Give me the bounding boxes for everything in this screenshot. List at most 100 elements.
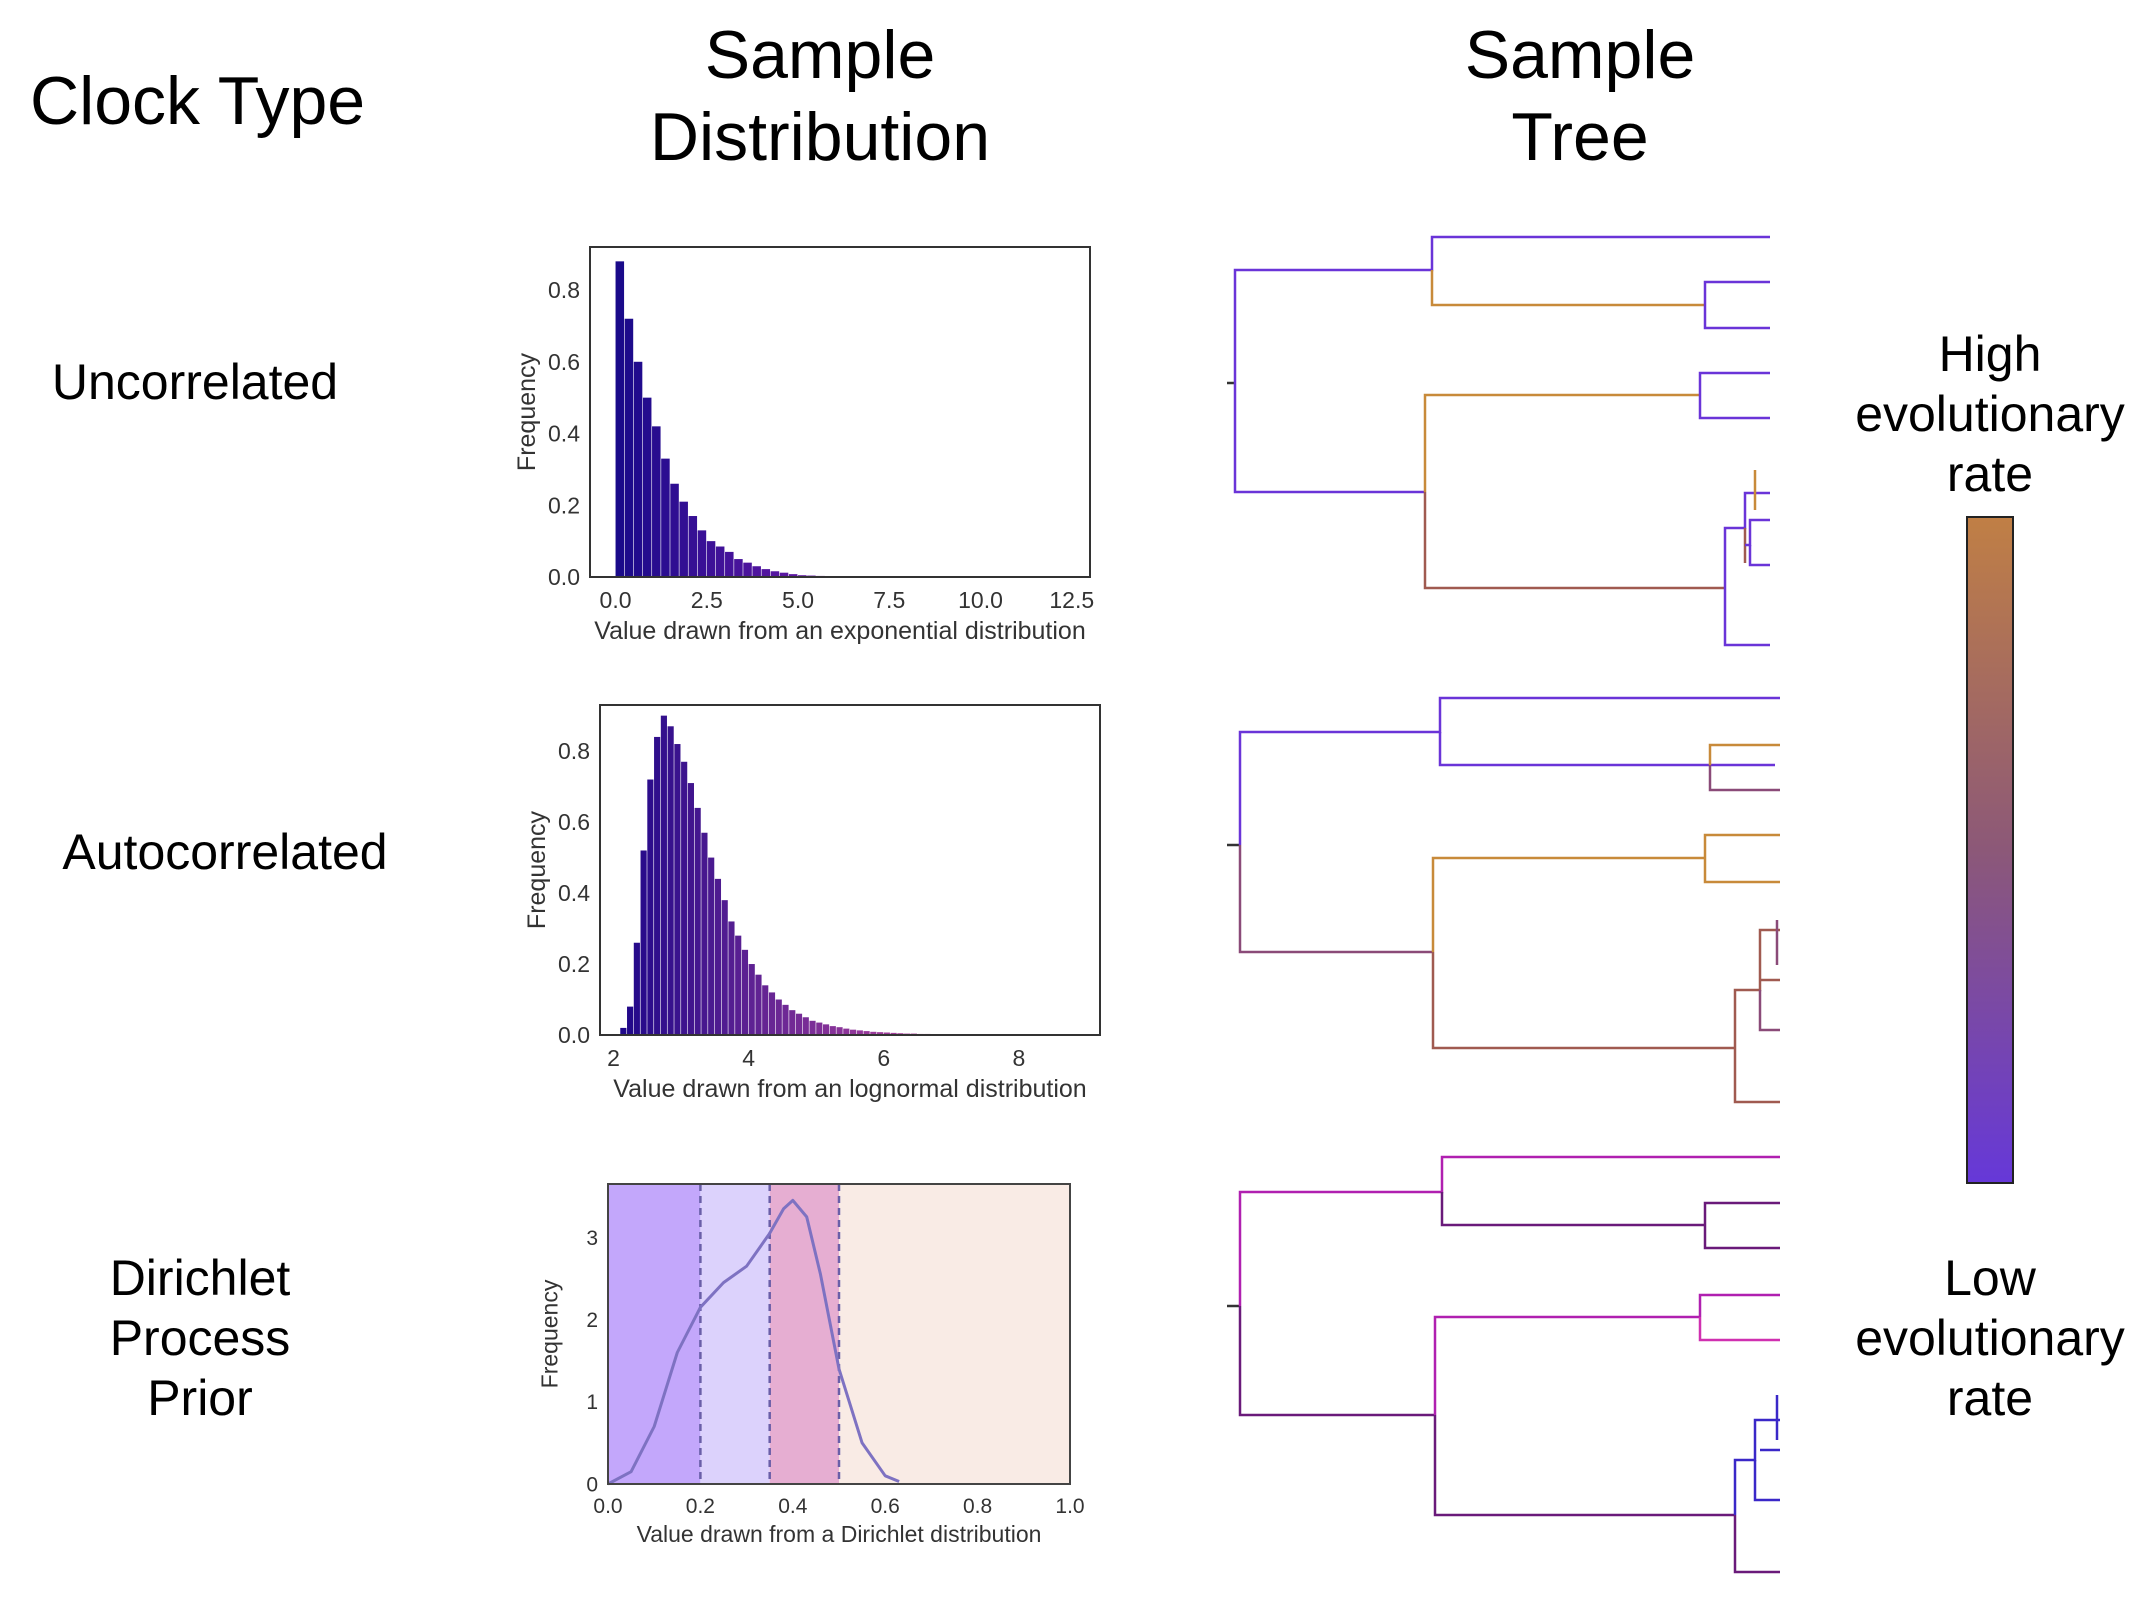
- high-rate-label-line1: High: [1938, 326, 2042, 382]
- exponential-histogram-chart: 0.0 2.5 5.0 7.5 10.0 12.5 0.0 0.2 0.4 0.6 0.8 Value…: [513, 246, 1094, 645]
- tree-branch: [1758, 990, 1780, 1032]
- histogram-bar: [735, 935, 742, 1035]
- histogram-bar: [743, 562, 752, 577]
- cluster-region: [839, 1184, 1070, 1484]
- x-axis-label: Value drawn from an exponential distribu…: [594, 617, 1086, 645]
- tree-branch: [1733, 1515, 1780, 1574]
- histogram-bar: [640, 850, 647, 1035]
- tree-branch: [1238, 1306, 1435, 1417]
- histogram-bar: [850, 1029, 857, 1035]
- histogram-bar: [652, 426, 661, 577]
- y-tick-label: 0.2: [558, 951, 590, 977]
- dirichlet-density-chart: 0.0 0.2 0.4 0.6 0.8 1.0 0 1 2 3 Value drawn from a…: [540, 1183, 1085, 1547]
- tree-branch: [1433, 1315, 1700, 1415]
- sample-tree-header: Sample Tree: [1330, 14, 1830, 178]
- sample-tree-dirichlet: [1227, 1155, 1780, 1574]
- density-curve: [607, 1198, 900, 1486]
- x-tick-label: 0.6: [871, 1495, 900, 1518]
- low-rate-label: Low evolutionary rate: [1840, 1248, 2133, 1428]
- tree-branch: [1698, 1293, 1780, 1317]
- histogram-bar: [725, 551, 734, 577]
- histogram-bar: [752, 566, 761, 577]
- histogram-bar: [714, 878, 722, 1035]
- plot-frame: [607, 1183, 1071, 1485]
- sample-tree-header-line2: Tree: [1511, 99, 1649, 175]
- histogram-bar: [755, 974, 762, 1035]
- tree-branch: [1703, 280, 1770, 305]
- y-tick-label: 3: [586, 1227, 598, 1250]
- row-label-uncorrelated: Uncorrelated: [51, 354, 339, 410]
- histogram-bar: [775, 999, 782, 1035]
- histogram-bar: [701, 832, 708, 1035]
- tree-branch: [1440, 1192, 1705, 1227]
- histogram-bar: [788, 574, 798, 577]
- histogram-bar: [642, 397, 652, 577]
- y-tick-label: 2: [586, 1309, 598, 1332]
- histogram-bar: [836, 1027, 843, 1035]
- low-rate-label-line3: rate: [1946, 1370, 2034, 1426]
- histogram-bar: [829, 1026, 836, 1035]
- x-tick-label: 7.5: [873, 587, 905, 613]
- histogram-bar: [688, 516, 698, 577]
- sample-distribution-header: Sample Distribution: [570, 14, 1070, 178]
- tree-branch: [1423, 393, 1700, 492]
- histogram-bar: [877, 1032, 884, 1035]
- tree-branch: [1733, 1048, 1780, 1104]
- x-tick-label: 6: [877, 1045, 890, 1071]
- histogram-bar: [761, 569, 771, 577]
- histogram-bar: [633, 361, 643, 577]
- clock-type-header: Clock Type: [30, 63, 366, 139]
- histogram-bar: [670, 483, 679, 577]
- tree-branch: [1698, 1317, 1780, 1342]
- x-tick-label: 12.5: [1049, 587, 1094, 613]
- x-tick-label: 0.2: [686, 1495, 715, 1518]
- plot-frame: [589, 246, 1091, 578]
- histogram-bar: [620, 1027, 627, 1035]
- histogram-bar: [679, 501, 688, 577]
- high-rate-label: High evolutionary rate: [1840, 324, 2133, 504]
- histogram-bar: [694, 807, 701, 1035]
- sample-tree-autocorrelated: [1227, 696, 1780, 1104]
- histogram-bar: [795, 1013, 803, 1035]
- tree-branch: [1703, 858, 1780, 884]
- tree-branch: [1438, 732, 1775, 767]
- tree-branch: [1708, 765, 1780, 792]
- y-tick-label: 0: [586, 1473, 598, 1496]
- histogram-bar: [870, 1031, 877, 1035]
- histogram-bar: [779, 572, 789, 577]
- x-tick-label: 2.5: [691, 587, 723, 613]
- histogram-bar: [802, 1017, 809, 1035]
- row-label-dirichlet-line3: Prior: [147, 1370, 253, 1426]
- histogram-bar: [697, 530, 707, 577]
- cluster-region: [700, 1184, 770, 1484]
- tree-branch: [1431, 952, 1735, 1050]
- histogram-bar: [890, 1032, 897, 1035]
- x-axis-label: Value drawn from a Dirichlet distributio…: [637, 1521, 1042, 1547]
- y-tick-label: 0.6: [548, 349, 580, 375]
- tree-branch: [1745, 518, 1770, 547]
- row-label-autocorrelated: Autocorrelated: [62, 824, 388, 880]
- tree-branch: [1703, 1201, 1780, 1225]
- histogram-bar: [863, 1031, 870, 1035]
- lognormal-histogram-chart: 2 4 6 8 0.0 0.2 0.4 0.6 0.8 Value drawn from an l…: [523, 704, 1101, 1103]
- histogram-bar: [883, 1032, 890, 1035]
- y-tick-label: 0.0: [558, 1022, 590, 1048]
- y-axis-label: Frequency: [513, 352, 541, 471]
- tree-branch: [1703, 305, 1770, 330]
- x-tick-label: 1.0: [1055, 1495, 1084, 1518]
- histogram-bar: [822, 1024, 830, 1035]
- histogram-bar: [708, 857, 715, 1035]
- tree-branch: [1753, 1460, 1780, 1502]
- histogram-bar: [816, 1022, 823, 1035]
- histogram-bar: [715, 546, 725, 577]
- histogram-bar: [728, 921, 735, 1035]
- x-axis-label: Value drawn from an lognormal distributi…: [613, 1075, 1086, 1103]
- tree-branch: [1233, 383, 1425, 494]
- histogram-bar: [667, 726, 674, 1035]
- tree-branch: [1233, 235, 1770, 383]
- tree-branch: [1703, 1225, 1780, 1250]
- y-tick-label: 1: [586, 1391, 598, 1414]
- histogram-bar: [706, 541, 716, 577]
- histogram-bar: [660, 715, 667, 1035]
- tree-branch: [1698, 371, 1770, 395]
